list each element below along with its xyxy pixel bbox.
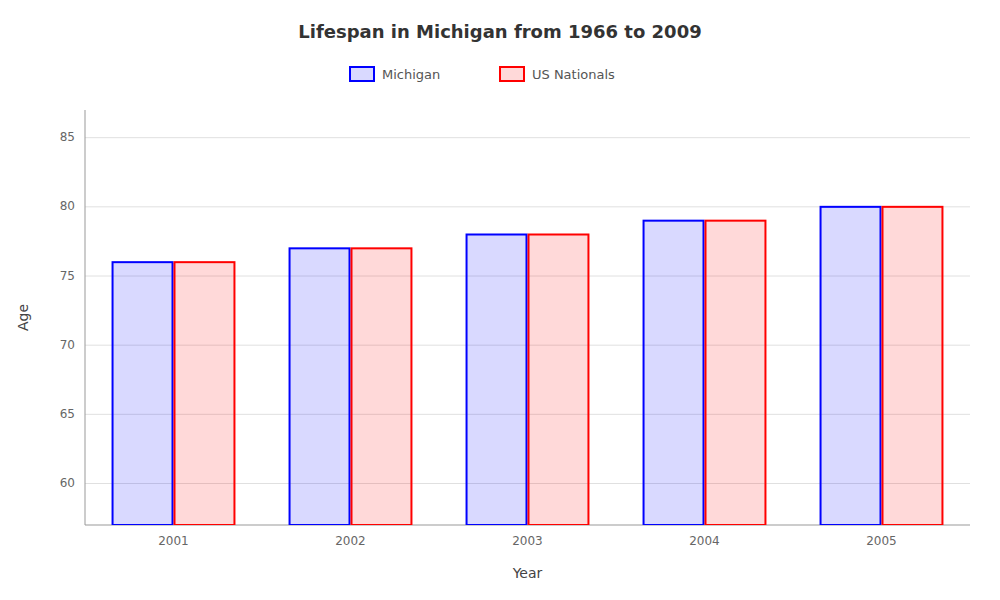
x-tick-label: 2004 (689, 534, 720, 548)
bar (113, 262, 173, 525)
y-axis-line (85, 110, 86, 525)
y-tick-label: 65 (60, 407, 75, 421)
bar (175, 262, 235, 525)
chart: 60 65 70 75 80 85 2001 2002 2003 2004 2005 Year Age L… (0, 0, 1000, 600)
y-tick-label: 85 (60, 130, 75, 144)
x-axis-label: Year (512, 565, 543, 581)
grid-line (85, 137, 970, 138)
y-tick-label: 60 (60, 476, 75, 490)
legend-label: Michigan (382, 67, 440, 82)
chart-container: 60 65 70 75 80 85 2001 2002 2003 2004 2005 Year Age L… (0, 0, 1000, 600)
title: Lifespan in Michigan from 1966 to 2009 (298, 21, 701, 42)
bars (113, 207, 943, 525)
legend-swatch (350, 67, 374, 81)
y-axis-label: Age (15, 304, 31, 331)
bar (467, 235, 527, 526)
legend-swatch (500, 67, 524, 81)
bar (706, 221, 766, 525)
bar (529, 235, 589, 526)
y-tick-label: 75 (60, 269, 75, 283)
bar (821, 207, 881, 525)
x-tick-label: 2002 (335, 534, 366, 548)
x-tick-label: 2005 (866, 534, 897, 548)
y-tick-label: 70 (60, 338, 75, 352)
bar (883, 207, 943, 525)
legend-label: US Nationals (532, 67, 615, 82)
bar (644, 221, 704, 525)
y-tick-label: 80 (60, 199, 75, 213)
bar (290, 248, 350, 525)
x-tick-label: 2003 (512, 534, 543, 548)
x-tick-label: 2001 (158, 534, 189, 548)
bar (352, 248, 412, 525)
legend: Michigan US Nationals (350, 67, 615, 82)
